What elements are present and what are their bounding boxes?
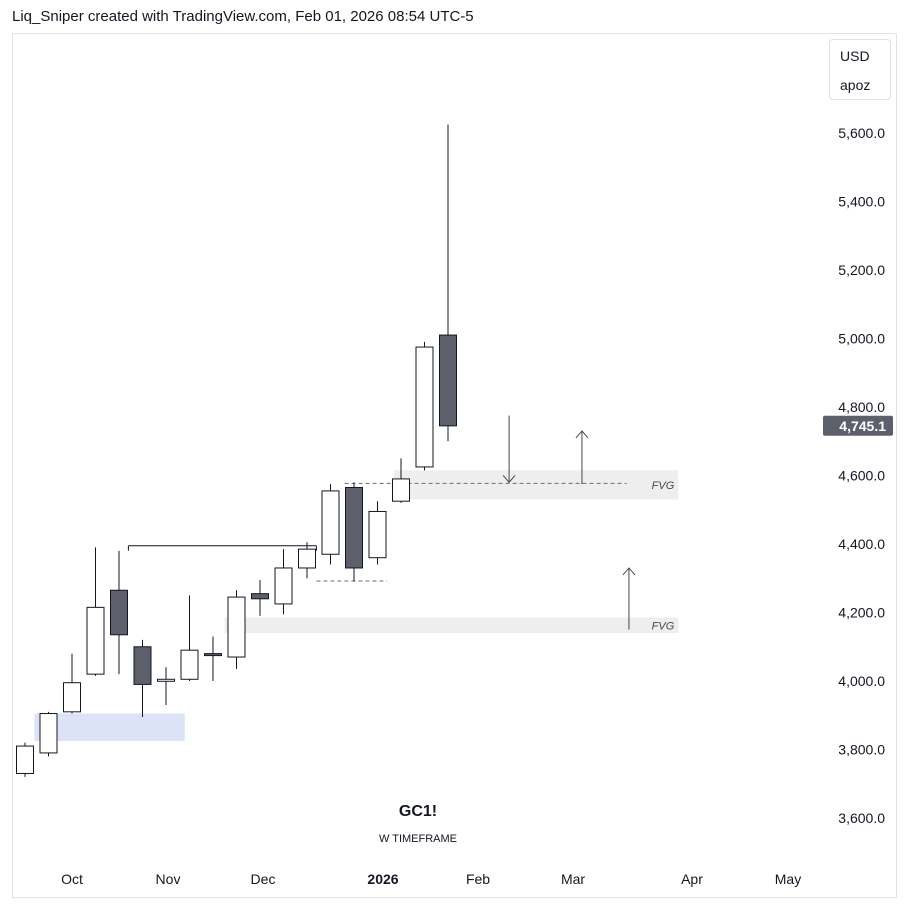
x-tick-label: Mar [561, 871, 585, 887]
symbol-watermark: GC1! [399, 803, 437, 820]
candle-body [86, 606, 105, 675]
candle [133, 639, 152, 717]
candle-body [345, 486, 363, 569]
chart-header: Liq_Sniper created with TradingView.com,… [12, 8, 474, 25]
y-tick-label: 4,800.0 [838, 399, 885, 415]
fvg-zone [393, 470, 679, 500]
candle [16, 742, 34, 777]
candle-body [392, 478, 410, 502]
candle-body [16, 745, 34, 774]
y-tick-label: 5,400.0 [838, 194, 885, 210]
y-tick-label: 3,800.0 [838, 742, 885, 758]
timeframe-watermark: W TIMEFRAME [379, 833, 457, 845]
y-tick-label: 4,600.0 [838, 468, 885, 484]
candle-body [63, 682, 81, 713]
candle-body [439, 334, 457, 427]
candle [227, 590, 246, 670]
candle [274, 549, 293, 615]
y-tick-label: 3,600.0 [838, 810, 885, 826]
candle-body [251, 593, 269, 600]
zones-layer: FVG FVG [34, 470, 679, 741]
y-tick-label: 5,000.0 [838, 331, 885, 347]
candle-body [274, 567, 293, 605]
candle-body [180, 649, 199, 680]
y-tick-label: 5,200.0 [838, 262, 885, 278]
candle-body [157, 678, 175, 682]
candle-body [39, 713, 58, 754]
y-tick-label: 5,600.0 [838, 125, 885, 141]
candle-body [321, 490, 340, 555]
unit-label: apoz [840, 77, 871, 93]
candle [63, 653, 81, 714]
candle [321, 484, 340, 565]
candle [39, 711, 58, 757]
x-tick-label: May [775, 871, 801, 887]
x-tick-label: Nov [156, 871, 181, 887]
candle [368, 501, 387, 565]
y-tick-label: 4,000.0 [838, 673, 885, 689]
candle-body [368, 510, 387, 559]
candle [110, 550, 128, 675]
currency-label: USD [840, 48, 870, 64]
candle-body [415, 346, 434, 468]
candle [439, 124, 457, 442]
candle [86, 547, 105, 676]
candle [157, 667, 175, 705]
order-block-zone [34, 713, 185, 741]
last-price-label: 4,745.1 [839, 418, 886, 434]
candle [204, 636, 222, 681]
x-axis: Oct Nov Dec 2026 Feb Mar Apr May [61, 871, 801, 887]
x-tick-label: Oct [61, 871, 83, 887]
candle [298, 542, 316, 579]
fvg-zone [224, 617, 679, 634]
candle [392, 458, 410, 503]
x-tick-label: Apr [681, 871, 703, 887]
y-axis: 3,600.0 3,800.0 4,000.0 4,200.0 4,400.0 4,600… [823, 125, 893, 826]
x-tick-label: Dec [251, 871, 276, 887]
candle [251, 579, 269, 616]
candles-layer [16, 124, 457, 777]
candle-body [110, 589, 128, 636]
candle-body [133, 646, 152, 685]
candle-body [204, 653, 222, 657]
last-price-tag [823, 415, 893, 436]
y-tick-label: 4,400.0 [838, 536, 885, 552]
x-tick-label: Feb [466, 871, 490, 887]
fvg-label: FVG [652, 620, 675, 632]
candle [180, 595, 199, 681]
candle-body [227, 596, 246, 658]
arrows-layer [502, 415, 636, 630]
candle [415, 341, 434, 471]
lines-layer [127, 482, 627, 582]
y-tick-label: 4,200.0 [838, 605, 885, 621]
candle-body [298, 548, 316, 569]
currency-unit-box[interactable]: USD apoz [829, 39, 891, 100]
arrow-down-icon [502, 475, 516, 484]
arrow-up-icon [622, 567, 636, 576]
fvg-label: FVG [652, 480, 675, 492]
x-tick-label: 2026 [367, 871, 398, 887]
arrow-up-icon [575, 430, 589, 439]
chart-frame [12, 33, 897, 898]
candle [345, 482, 363, 582]
